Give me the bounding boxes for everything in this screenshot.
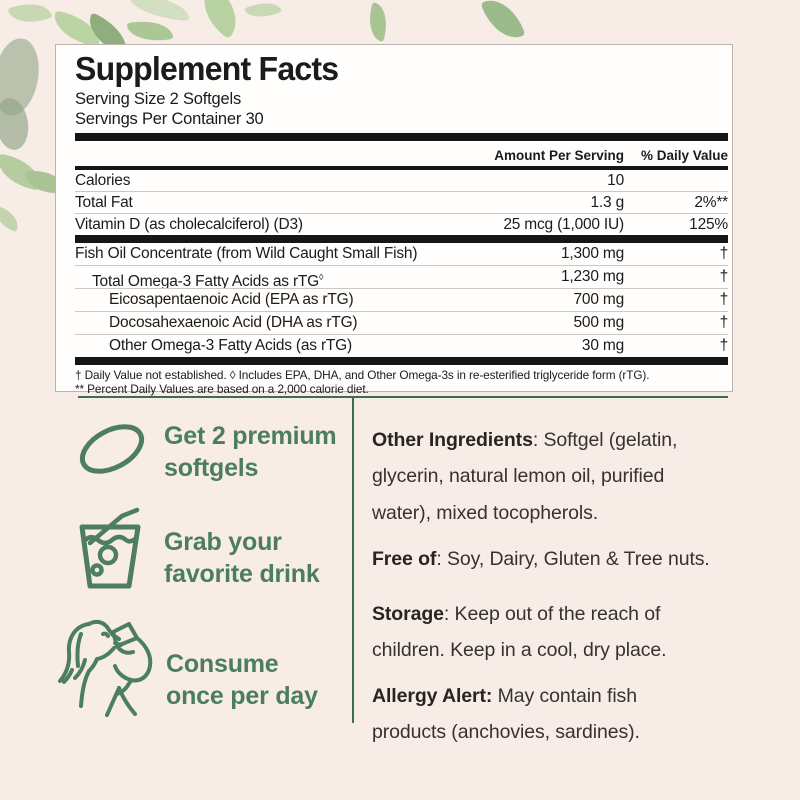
- row-amount: 10: [607, 172, 624, 189]
- row-amount: 30 mg: [581, 337, 624, 354]
- row-daily-value: †: [719, 268, 729, 285]
- storage-label: Storage: [372, 602, 444, 625]
- row-amount: 700 mg: [573, 291, 625, 308]
- storage-text: Storage: Keep out of the reach of childr…: [372, 602, 667, 662]
- horizontal-divider: [78, 396, 728, 398]
- row-daily-value: †: [719, 245, 729, 262]
- other-ingredients-text: Other Ingredients: Softgel (gelatin, gly…: [372, 428, 678, 524]
- footnotes: † Daily Value not established. ◊ Include…: [75, 368, 728, 396]
- serving-size: Serving Size 2 Softgels: [75, 90, 241, 108]
- softgel-icon: [60, 413, 164, 484]
- row-amount: 1.3 g: [590, 194, 625, 211]
- row-daily-value: †: [719, 291, 729, 308]
- vertical-divider: [352, 397, 354, 723]
- allergy-alert-label: Allergy Alert:: [372, 684, 493, 707]
- header-amount: Amount Per Serving: [494, 148, 624, 163]
- row-name: Calories: [75, 172, 131, 189]
- feature-label: Grab your favorite drink: [164, 528, 320, 588]
- header-daily-value: % Daily Value: [640, 148, 728, 163]
- table-row: Eicosapentaenoic Acid (EPA as rTG) 700 m…: [75, 288, 728, 311]
- woman-drinking-icon: [48, 608, 166, 722]
- other-ingredients-label: Other Ingredients: [372, 428, 533, 451]
- table-row: Other Omega-3 Fatty Acids (as rTG) 30 mg…: [75, 334, 728, 357]
- free-of-label: Free of: [372, 547, 437, 570]
- row-amount: 1,300 mg: [560, 245, 624, 262]
- leaf-decoration: [0, 206, 23, 232]
- feature-label: Get 2 premium softgels: [164, 422, 337, 482]
- table-row: Fish Oil Concentrate (from Wild Caught S…: [75, 243, 728, 265]
- table-row: Calories 10: [75, 170, 728, 191]
- table-row: Vitamin D (as cholecalciferol) (D3) 25 m…: [75, 213, 728, 235]
- row-name: Docosahexaenoic Acid (DHA as rTG): [109, 314, 358, 331]
- row-daily-value: [624, 170, 728, 191]
- panel-title: Supplement Facts: [75, 50, 339, 87]
- row-name: Other Omega-3 Fatty Acids (as rTG): [109, 337, 352, 354]
- row-name: Vitamin D (as cholecalciferol) (D3): [75, 216, 303, 233]
- servings-per-container: Servings Per Container 30: [75, 110, 264, 128]
- leaf-decoration: [190, 0, 250, 40]
- divider-bar: [75, 235, 728, 243]
- row-amount: 25 mcg (1,000 IU): [503, 216, 624, 233]
- leaf-decoration: [127, 0, 191, 22]
- allergy-alert-text: Allergy Alert: May contain fish products…: [372, 684, 640, 744]
- leaf-decoration: [244, 0, 282, 24]
- row-daily-value: 125%: [689, 216, 728, 233]
- row-amount: 500 mg: [573, 314, 625, 331]
- divider-bar: [75, 357, 728, 365]
- row-name: Total Omega-3 Fatty Acids as rTG◊: [92, 272, 324, 288]
- row-daily-value: †: [719, 337, 729, 354]
- leaf-decoration: [363, 2, 393, 42]
- row-name: Total Fat: [75, 194, 133, 211]
- row-daily-value: 2%**: [694, 194, 728, 211]
- row-name: Eicosapentaenoic Acid (EPA as rTG): [109, 291, 354, 308]
- table-row: Docosahexaenoic Acid (DHA as rTG) 500 mg…: [75, 311, 728, 334]
- feature-drink: Grab your favorite drink: [60, 502, 320, 591]
- leaf-decoration: [126, 17, 174, 45]
- footnote-line: † Daily Value not established. ◊ Include…: [75, 368, 650, 382]
- divider-bar: [75, 133, 728, 141]
- footnote-line: ** Percent Daily Values are based on a 2…: [75, 381, 369, 396]
- free-of-text: Free of: Soy, Dairy, Gluten & Tree nuts.: [372, 547, 710, 570]
- row-name: Fish Oil Concentrate (from Wild Caught S…: [75, 245, 418, 262]
- feature-softgels: Get 2 premium softgels: [60, 413, 337, 484]
- supplement-facts-panel: Supplement Facts Serving Size 2 Softgels…: [55, 44, 733, 395]
- table-header: Amount Per Serving % Daily Value: [75, 141, 728, 166]
- drink-glass-icon: [60, 502, 164, 591]
- feature-consume: Consume once per day: [48, 608, 318, 722]
- divider-bar: [75, 166, 728, 170]
- row-daily-value: †: [719, 314, 729, 331]
- row-amount: 1,230 mg: [560, 268, 624, 285]
- leaf-decoration: [7, 0, 53, 30]
- table-row: Total Fat 1.3 g 2%**: [75, 191, 728, 213]
- table-row: Total Omega-3 Fatty Acids as rTG◊ 1,230 …: [75, 265, 728, 288]
- feature-label: Consume once per day: [166, 650, 318, 710]
- leaf-decoration: [480, 0, 526, 46]
